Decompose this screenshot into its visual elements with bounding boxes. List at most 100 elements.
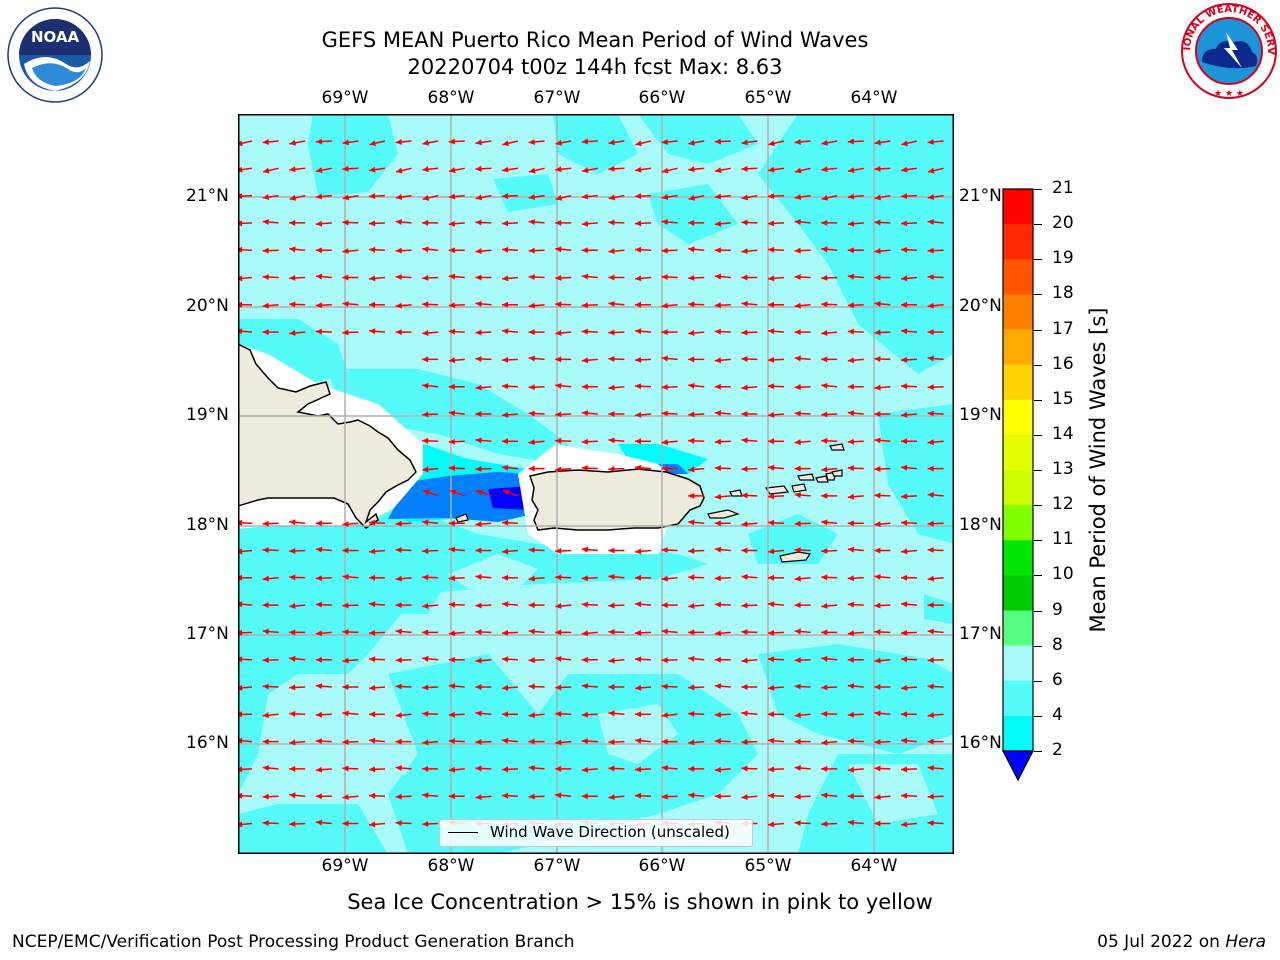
wind-wave-arrowhead [369,574,375,581]
wind-wave-arrowhead [422,466,429,473]
colorbar-tick-mark [1034,434,1042,436]
wind-wave-arrowhead [927,738,934,745]
wind-wave-arrowhead [821,301,828,308]
wind-wave-arrowhead [901,301,907,308]
wind-wave-arrowhead [874,219,881,226]
wind-wave-arrowhead [423,489,430,496]
wind-wave-arrowhead [315,220,323,227]
wind-wave-arrowhead [927,138,934,145]
wind-wave-arrowhead [608,547,615,554]
wind-wave-arrowhead [262,738,269,745]
wind-wave-arrowhead [608,657,615,664]
wind-wave-arrowhead [741,355,748,362]
wind-wave-arrowhead [581,575,588,582]
wind-wave-arrowhead [422,246,429,253]
land-puerto-rico [529,468,705,531]
wind-wave-arrowhead [289,139,296,146]
wind-wave-arrowhead [475,355,482,362]
footer-credit: NCEP/EMC/Verification Post Processing Pr… [12,932,575,952]
lat-label-left: 19°N [186,405,229,425]
wind-wave-arrowhead [714,383,721,390]
colorbar-tick-label: 15 [1052,388,1074,409]
wind-wave-arrowhead [369,246,376,253]
wind-wave-arrowhead [555,274,562,281]
wind-wave-arrowhead [502,656,509,663]
wind-wave-arrowhead [262,657,269,664]
lon-label-top: 69°W [321,88,369,108]
wind-wave-arrowhead [369,629,376,636]
wind-wave-arrowhead [448,220,456,227]
wind-wave-arrowhead [608,437,615,444]
wind-wave-arrowhead [768,328,775,335]
wind-wave-arrowhead [715,167,722,174]
wind-wave-arrowhead [315,766,323,773]
wind-wave-arrowhead [741,437,748,444]
wind-wave-arrowhead [768,629,775,636]
wind-wave-arrowhead [369,301,375,308]
wind-wave-arrowhead [315,819,323,826]
wind-wave-arrowhead [927,628,934,635]
wind-wave-arrowhead [369,737,376,744]
wind-wave-arrowhead [608,794,615,801]
wind-wave-arrowhead [475,602,482,609]
wind-wave-arrowhead [847,465,854,472]
wind-wave-arrowhead [528,384,535,391]
wind-wave-arrowhead [901,656,908,663]
wind-wave-arrowhead [448,630,456,637]
wind-wave-arrowhead [422,274,429,281]
wind-wave-arrowhead [688,246,695,253]
wind-wave-arrowhead [528,274,535,281]
colorbar-tick-mark [1034,259,1042,261]
wind-wave-arrowhead [315,683,323,690]
wind-wave-arrowhead [395,138,402,145]
wind-wave-arrowhead [475,194,483,201]
wind-wave-arrowhead [422,655,429,662]
wind-wave-arrowhead [555,574,562,581]
wind-wave-arrowhead [581,630,589,637]
wind-wave-arrowhead [874,739,881,746]
wind-wave-arrowhead [635,548,642,555]
wind-wave-arrowhead [369,656,376,663]
wind-wave-arrowhead [502,489,510,496]
lon-label-top: 64°W [850,88,898,108]
lat-label-right: 18°N [959,515,1002,535]
wind-wave-arrowhead [768,356,775,363]
wind-wave-arrowhead [555,655,562,662]
wind-wave-arrowhead [555,194,563,201]
wind-wave-arrowhead [289,710,296,717]
wind-wave-arrowhead [422,739,429,746]
wind-wave-arrowhead [821,246,828,253]
wind-wave-arrowhead [315,247,322,254]
wind-wave-arrowhead [688,356,695,363]
wind-wave-arrowhead [794,793,801,800]
wind-wave-arrowhead [768,464,775,471]
wind-wave-arrowhead [262,247,269,254]
wind-wave-arrowhead [847,138,854,145]
wind-wave-arrowhead [475,547,482,554]
wind-wave-arrowhead [794,765,801,772]
wind-wave-arrowhead [262,683,269,690]
wind-wave-arrowhead [475,165,482,172]
wind-wave-arrowhead [821,356,828,363]
wind-wave-arrowhead [741,794,748,801]
wind-wave-arrowhead [448,302,455,309]
wind-wave-arrowhead [821,437,828,444]
colorbar-tick-label: 20 [1052,213,1074,234]
colorbar-tick-label: 12 [1052,494,1074,515]
colorbar-tick-label: 6 [1052,669,1063,690]
wind-wave-arrowhead [502,356,509,363]
wind-wave-arrowhead [422,602,429,609]
wind-wave-arrowhead [768,766,775,773]
wind-wave-arrowhead [688,739,695,746]
wind-wave-arrowhead [395,793,402,800]
wind-wave-arrowhead [608,602,615,609]
wind-wave-arrowhead [688,629,695,636]
wind-wave-arrowhead [847,711,854,718]
wind-wave-arrowhead [475,411,482,417]
wind-wave-arrowhead [315,273,323,280]
wind-wave-arrowhead [315,328,322,335]
wind-wave-arrowhead [369,275,376,282]
wind-wave-arrowhead [688,655,695,662]
wind-wave-arrowhead [581,601,588,608]
wind-wave-arrowhead [608,329,615,336]
